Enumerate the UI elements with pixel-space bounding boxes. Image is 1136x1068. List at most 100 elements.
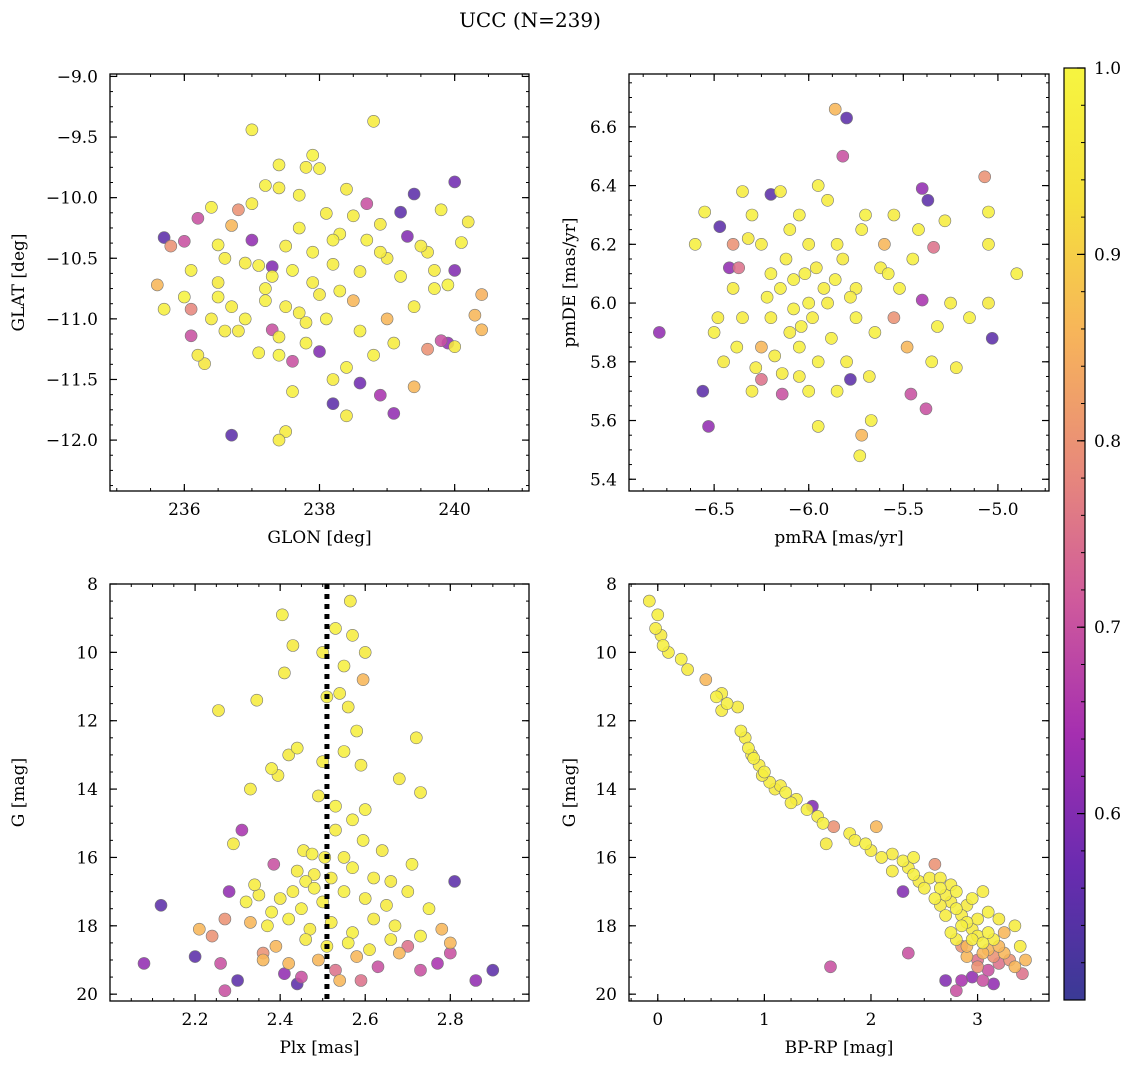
colorbar: 0.6 0.7 0.8 0.9 1.0 (1063, 59, 1121, 1001)
scatter-point (774, 185, 787, 198)
scatter-point (265, 762, 278, 775)
scatter-point (333, 284, 347, 298)
scatter-point (853, 449, 867, 463)
scatter-point (252, 259, 266, 272)
scatter-point (824, 960, 837, 974)
scatter-point (387, 336, 401, 350)
scatter-point (699, 673, 713, 687)
scatter-point (211, 276, 225, 289)
scatter-point (435, 922, 449, 936)
scatter-point (912, 223, 925, 236)
scatter-point (307, 881, 321, 895)
x-axis-label: Plx [mas] (279, 1038, 359, 1058)
scatter-point (997, 926, 1011, 939)
scatter-point (749, 361, 763, 375)
scatter-point (976, 885, 990, 898)
scatter-point (711, 311, 725, 325)
scatter-point (840, 355, 853, 369)
scatter-point (448, 875, 461, 888)
scatter-point (286, 264, 299, 277)
scatter-point (278, 666, 291, 680)
scatter-point (329, 799, 342, 813)
scatter-point (736, 311, 749, 325)
scatter-point (809, 261, 823, 275)
y-tick-label: 16 (595, 848, 617, 868)
scatter-point (864, 414, 878, 427)
scatter-point (828, 102, 842, 116)
scatter-point (350, 950, 364, 963)
scatter-point (265, 905, 278, 919)
scatter-point (353, 324, 367, 338)
scatter-point (720, 697, 734, 710)
scatter-point (862, 370, 876, 383)
y-tick-label: 8 (87, 575, 98, 595)
scatter-point (409, 731, 423, 745)
x-axis-label: BP-RP [mag] (785, 1038, 894, 1058)
scatter-point (755, 238, 768, 251)
scatter-point (731, 700, 745, 714)
scatter-point (329, 823, 342, 837)
x-tick-label: −6.0 (788, 500, 829, 520)
scatter-point (985, 331, 999, 345)
scatter-point (137, 957, 151, 970)
scatter-point (191, 212, 205, 225)
axes-frame (628, 73, 1050, 492)
y-tick-label: 12 (595, 712, 617, 732)
scatter-point (800, 803, 814, 816)
scatter-point (455, 236, 468, 249)
y-tick-label: 20 (76, 985, 98, 1005)
x-tick-label: 236 (168, 500, 200, 520)
scatter-point (407, 380, 421, 394)
scatter-point (245, 123, 259, 137)
scatter-point (760, 290, 774, 304)
scatter-point (698, 205, 712, 219)
panel-plx-g: 2.2 2.4 2.6 2.8 8 10 12 14 16 18 20 Plx [mas] G [mag… (9, 575, 530, 1058)
scatter-point (915, 293, 929, 307)
y-tick-label: 5.4 (590, 470, 617, 490)
scatter-point (269, 939, 283, 953)
colorbar-tick-label: 0.8 (1094, 432, 1121, 452)
scatter-point (373, 388, 387, 402)
scatter-point (875, 851, 888, 864)
scatter-point (245, 233, 259, 247)
x-tick-label: 240 (438, 500, 470, 520)
scatter-point (811, 420, 825, 433)
scatter-point (441, 278, 455, 292)
axes-frame (109, 583, 530, 1002)
scatter-point (218, 912, 232, 926)
scatter-point (802, 384, 816, 398)
scatter-point (764, 267, 778, 281)
scatter-point (267, 857, 281, 871)
scatter-point (340, 182, 353, 196)
y-tick-label: 8 (606, 575, 617, 595)
scatter-point (976, 974, 990, 987)
scatter-point (312, 953, 325, 967)
scatter-point (401, 230, 414, 243)
x-tick-label: 3 (972, 1010, 983, 1030)
scatter-point (360, 233, 374, 247)
scatter-point (859, 837, 872, 851)
colorbar-tick-label: 0.7 (1094, 618, 1121, 638)
scatter-point (244, 916, 257, 929)
scatter-point (388, 919, 402, 933)
scatter-point (340, 409, 353, 423)
scatter-point (232, 324, 245, 338)
scatter-point (469, 974, 483, 987)
scatter-point (955, 919, 968, 933)
scatter-point (333, 974, 347, 987)
scatter-point (1008, 919, 1022, 933)
y-tick-label: 12 (76, 712, 98, 732)
scatter-point (939, 909, 952, 922)
scatter-point (295, 902, 308, 916)
y-axis-label: GLAT [deg] (9, 233, 29, 331)
scatter-point (256, 953, 270, 967)
scatter-point (360, 197, 374, 210)
y-tick-label: 5.8 (590, 353, 617, 373)
y-tick-label: 14 (76, 780, 98, 800)
scatter-point (901, 946, 915, 960)
scatter-point (798, 267, 812, 281)
scatter-point (205, 312, 218, 326)
scatter-point (392, 772, 406, 786)
scatter-point (346, 628, 359, 642)
